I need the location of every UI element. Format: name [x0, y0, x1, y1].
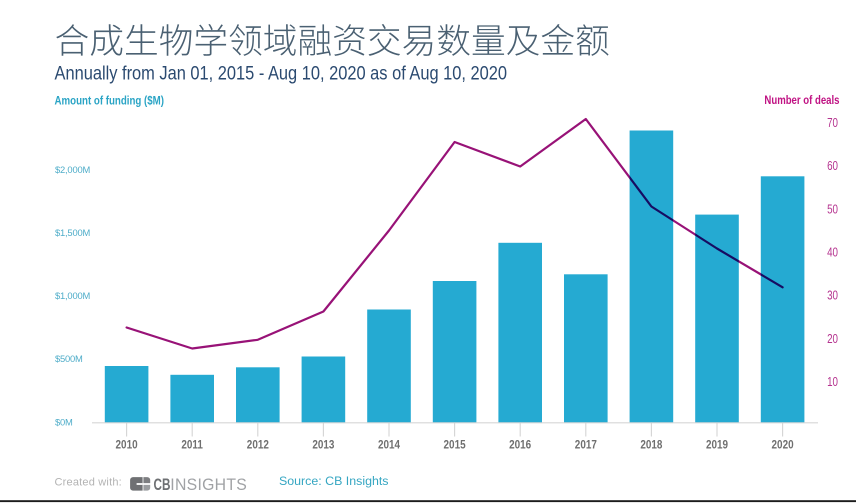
- svg-text:Source: CB Insights: Source: CB Insights: [279, 474, 389, 488]
- svg-text:2019: 2019: [706, 438, 728, 451]
- svg-text:2016: 2016: [509, 438, 531, 451]
- svg-text:Created with:: Created with:: [55, 477, 122, 489]
- svg-text:40: 40: [827, 246, 838, 259]
- svg-text:50: 50: [827, 203, 838, 216]
- svg-text:$0M: $0M: [55, 416, 73, 427]
- svg-text:2010: 2010: [116, 438, 138, 451]
- svg-text:$2,000M: $2,000M: [55, 164, 90, 175]
- svg-text:Amount of funding ($M): Amount of funding ($M): [55, 94, 165, 107]
- svg-text:2011: 2011: [181, 438, 203, 451]
- svg-text:2015: 2015: [444, 438, 466, 451]
- svg-text:2018: 2018: [640, 438, 662, 451]
- svg-text:Number of deals: Number of deals: [764, 94, 839, 107]
- svg-text:CB: CB: [154, 476, 171, 495]
- svg-text:2020: 2020: [772, 438, 794, 451]
- svg-text:10: 10: [827, 376, 838, 389]
- svg-text:$1,500M: $1,500M: [55, 227, 90, 238]
- svg-text:30: 30: [827, 290, 838, 303]
- svg-text:2014: 2014: [378, 438, 401, 451]
- svg-text:70: 70: [827, 117, 838, 130]
- svg-text:$500M: $500M: [55, 353, 83, 364]
- svg-text:2013: 2013: [312, 438, 334, 451]
- svg-text:INSIGHTS: INSIGHTS: [170, 476, 247, 495]
- svg-text:60: 60: [827, 160, 838, 173]
- svg-text:2017: 2017: [575, 438, 597, 451]
- svg-text:$1,000M: $1,000M: [55, 290, 90, 301]
- svg-text:20: 20: [827, 333, 838, 346]
- svg-text:Annually from Jan 01, 2015 - A: Annually from Jan 01, 2015 - Aug 10, 202…: [54, 62, 507, 84]
- svg-text:2012: 2012: [247, 438, 269, 451]
